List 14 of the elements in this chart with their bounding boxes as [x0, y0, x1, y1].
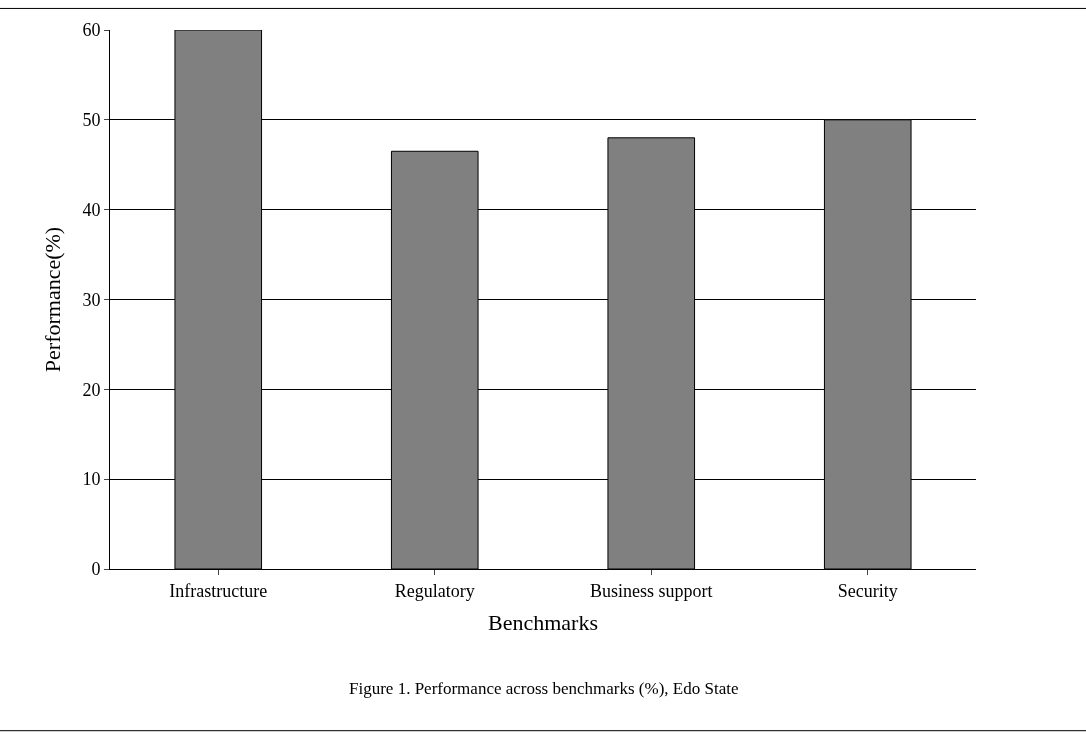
y-tick-label: 60 — [82, 20, 101, 41]
y-tick-label: 40 — [82, 199, 101, 220]
y-axis-title: Performance(%) — [40, 226, 66, 373]
caption: Figure 1. Performance across benchmarks (%), Edo State — [349, 679, 739, 698]
x-axis-title: Benchmarks — [488, 610, 598, 636]
y-tick-label: 30 — [82, 289, 101, 310]
y-tick-label: 10 — [82, 469, 101, 490]
y-tick-label: 50 — [82, 110, 101, 131]
x-tick-label: Security — [837, 580, 898, 601]
y-tick-label: 0 — [91, 559, 101, 580]
y-tick-label: 20 — [82, 379, 101, 400]
x-tick-label: Infrastructure — [169, 580, 268, 601]
x-tick-label: Business support — [589, 580, 713, 601]
x-tick-label: Regulatory — [394, 580, 475, 601]
